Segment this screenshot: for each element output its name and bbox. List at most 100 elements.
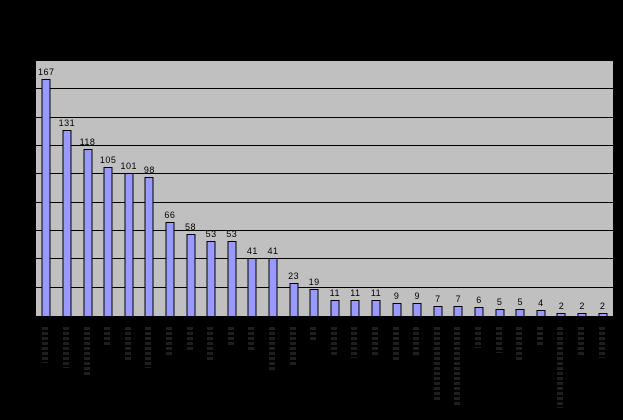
category-label-marks	[475, 327, 482, 348]
bar	[371, 300, 381, 316]
bar-value-label: 41	[267, 246, 279, 256]
bar-slot: 7	[448, 61, 469, 316]
category-label-marks	[186, 327, 193, 350]
gridline	[36, 145, 613, 146]
bar-slot: 131	[57, 61, 78, 316]
bar-slot: 23	[283, 61, 304, 316]
bar-slot: 2	[551, 61, 572, 316]
bar-slot: 167	[36, 61, 57, 316]
gridline	[36, 88, 613, 90]
bar-value-label: 2	[579, 301, 585, 311]
bar	[556, 313, 566, 316]
bar-slot: 2	[572, 61, 593, 316]
bar-value-label: 11	[350, 288, 361, 298]
bar-slot: 105	[98, 61, 119, 316]
bar-slot: 58	[180, 61, 201, 316]
bar-value-label: 6	[476, 295, 482, 305]
bar	[598, 313, 608, 316]
bar-value-label: 23	[288, 271, 300, 281]
category-label-marks	[165, 327, 172, 355]
category-label-marks	[310, 327, 317, 342]
bar-value-label: 167	[38, 67, 55, 77]
bar-slot: 7	[428, 61, 449, 316]
category-label-marks	[598, 327, 605, 358]
bar	[206, 241, 216, 316]
bar-value-label: 66	[164, 210, 176, 220]
category-label-marks	[557, 327, 564, 408]
bar	[186, 234, 196, 316]
category-label-marks	[268, 327, 275, 372]
bar	[577, 313, 587, 316]
category-label-marks	[248, 327, 255, 350]
category-label-marks	[104, 327, 111, 345]
category-label-marks	[372, 327, 379, 357]
bar-slot: 101	[118, 61, 139, 316]
category-label-marks	[83, 327, 90, 375]
bar	[453, 306, 463, 316]
bar	[309, 289, 319, 316]
bar	[124, 173, 134, 316]
bar	[330, 300, 340, 316]
gridline	[36, 258, 613, 260]
bar-slot: 5	[489, 61, 510, 316]
category-label-marks	[42, 327, 49, 363]
bar-value-label: 19	[308, 277, 320, 287]
category-label-marks	[289, 327, 296, 367]
category-label-marks	[433, 327, 440, 402]
bar	[247, 258, 257, 316]
bar	[268, 258, 278, 316]
bar-slot: 9	[386, 61, 407, 316]
category-label-marks	[413, 327, 420, 357]
category-label-marks	[495, 327, 502, 353]
bar-slot: 118	[77, 61, 98, 316]
bar-value-label: 53	[226, 229, 238, 239]
gridline	[36, 230, 613, 231]
gridline	[36, 173, 613, 175]
bar-value-label: 2	[558, 301, 565, 311]
category-label-marks	[207, 327, 214, 362]
category-label-marks	[62, 327, 69, 368]
bar	[41, 79, 51, 316]
bar	[227, 241, 237, 316]
bar-slot: 41	[263, 61, 284, 316]
bar	[83, 149, 92, 316]
category-label-marks	[330, 327, 337, 355]
bar	[289, 283, 299, 316]
bar-slot: 98	[139, 61, 160, 316]
bar-slot: 4	[531, 61, 552, 316]
bar-slot: 53	[201, 61, 222, 316]
bar-value-label: 105	[99, 155, 117, 165]
bar-value-label: 5	[517, 297, 524, 307]
bar-value-label: 58	[185, 222, 197, 232]
category-label-marks	[516, 327, 523, 360]
bar-slot: 11	[325, 61, 346, 316]
bar-value-label: 4	[538, 298, 544, 308]
bar-value-label: 131	[58, 118, 76, 128]
bar-slot: 41	[242, 61, 263, 316]
bar-value-label: 41	[246, 246, 258, 256]
bar-slot: 19	[304, 61, 325, 316]
bar-value-label: 9	[393, 291, 400, 301]
x-axis-labels	[35, 325, 612, 420]
bar	[515, 309, 525, 316]
category-label-marks	[454, 327, 461, 405]
bar	[412, 303, 422, 316]
category-label-marks	[351, 327, 358, 358]
gridline	[36, 286, 613, 288]
bar	[474, 307, 484, 316]
bar	[62, 130, 72, 316]
category-label-marks	[578, 327, 585, 357]
plot-area: 167 131 118 105 101 98 66 58 53 53 41 41 23 19 11 11 11 9…	[35, 60, 614, 319]
bar	[350, 300, 360, 316]
bar-slot: 2	[592, 61, 613, 316]
bar	[165, 222, 175, 316]
bar-value-label: 5	[496, 297, 503, 307]
bar	[103, 167, 113, 316]
bar-slot: 11	[345, 61, 366, 316]
bar	[144, 177, 154, 316]
gridline	[36, 201, 613, 203]
category-label-marks	[227, 327, 234, 345]
bar	[392, 303, 402, 316]
bar-slot: 6	[469, 61, 490, 316]
